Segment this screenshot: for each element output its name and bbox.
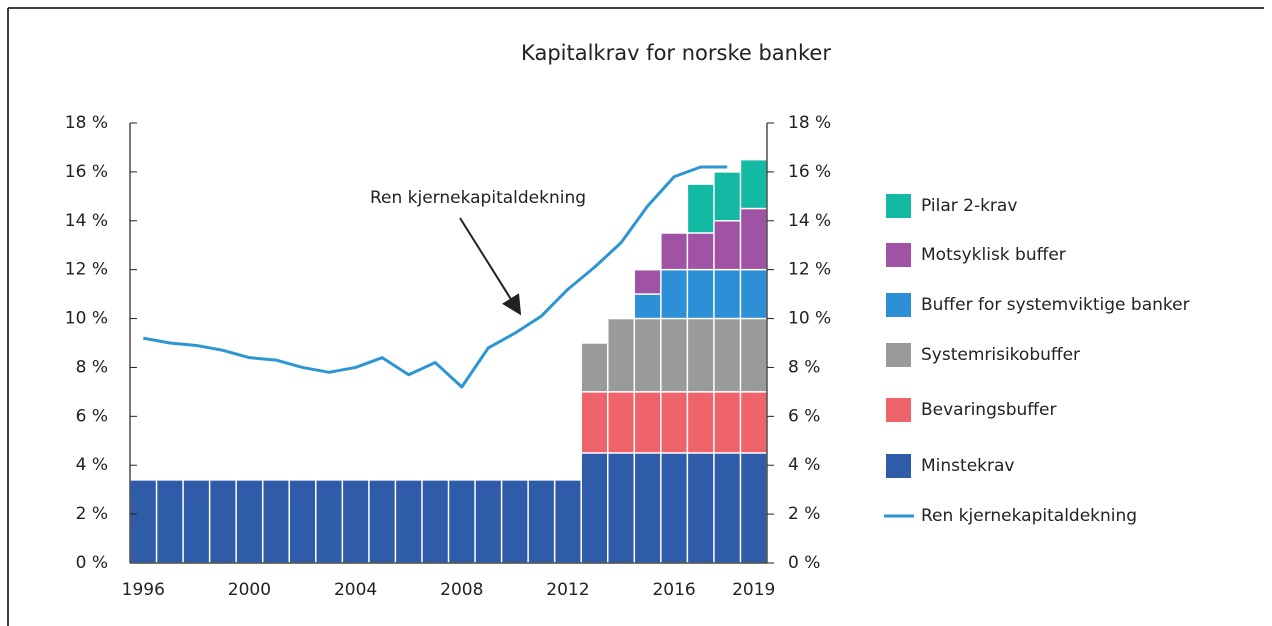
bar (210, 480, 236, 563)
line (142, 165, 728, 389)
y-tick-label: 14 % (65, 211, 108, 231)
bar (661, 453, 687, 563)
legend-swatch (886, 293, 911, 317)
annotation-arrow (459, 217, 522, 316)
y2-tick-label: 16 % (788, 162, 831, 182)
legend-label: Buffer for systemviktige banker (921, 295, 1190, 315)
bar (741, 319, 767, 392)
bar (290, 480, 316, 563)
bar (396, 480, 422, 563)
bar (581, 453, 607, 563)
legend-swatch (886, 194, 911, 218)
legend-swatch (886, 343, 911, 367)
y2-tick-label: 0 % (788, 553, 820, 573)
x-tick-label: 2004 (334, 580, 377, 600)
legend-label: Motsyklisk buffer (921, 245, 1066, 265)
legend-label: Minstekrav (921, 456, 1014, 476)
bar (130, 480, 156, 563)
x-tick-label: 2016 (652, 580, 695, 600)
bar (741, 270, 767, 318)
bar (741, 160, 767, 208)
bar (236, 480, 262, 563)
y-tick-label: 4 % (76, 455, 108, 475)
legend-label: Bevaringsbuffer (921, 400, 1056, 420)
y2-tick-label: 14 % (788, 211, 831, 231)
y-tick-label: 12 % (65, 260, 108, 280)
bar (661, 270, 687, 318)
y-tick-label: 18 % (65, 113, 108, 133)
bar (475, 480, 501, 563)
y2-tick-label: 6 % (788, 406, 820, 426)
bar (661, 392, 687, 453)
bar (555, 480, 581, 563)
bar (688, 453, 714, 563)
y-tick-label: 8 % (76, 357, 108, 377)
bar (581, 392, 607, 453)
bar (688, 270, 714, 318)
bar (528, 480, 554, 563)
x-tick-label: 2019 (732, 580, 775, 600)
bar (714, 172, 740, 221)
bar (741, 209, 767, 269)
bar (581, 343, 607, 392)
bar (688, 184, 714, 233)
y2-tick-label: 10 % (788, 309, 831, 329)
bar (661, 233, 687, 269)
bar (714, 392, 740, 453)
legend-swatch (886, 398, 911, 422)
y-tick-label: 6 % (76, 406, 108, 426)
x-tick-label: 2000 (228, 580, 271, 600)
bar (635, 392, 661, 453)
bar (316, 480, 342, 563)
bar (688, 392, 714, 453)
bar (263, 480, 289, 563)
y-tick-label: 0 % (76, 553, 108, 573)
bar (502, 480, 528, 563)
legend-swatch (886, 243, 911, 267)
x-tick-label: 2008 (440, 580, 483, 600)
bar (741, 453, 767, 563)
bar (714, 453, 740, 563)
bar (343, 480, 369, 563)
legend-label: Systemrisikobuffer (921, 345, 1080, 365)
x-tick-label: 2012 (546, 580, 589, 600)
legend-swatch (886, 454, 911, 478)
bar (183, 480, 209, 563)
bar (714, 319, 740, 392)
legend-label: Pilar 2-krav (921, 196, 1017, 216)
bar (608, 453, 634, 563)
bar (635, 294, 661, 318)
bar (635, 453, 661, 563)
x-tick-label: 1996 (122, 580, 165, 600)
bar (608, 392, 634, 453)
legend-label: Ren kjernekapitaldekning (921, 506, 1137, 526)
bar (422, 480, 448, 563)
bar (608, 319, 634, 392)
y-tick-label: 2 % (76, 504, 108, 524)
y2-tick-label: 18 % (788, 113, 831, 133)
y-tick-label: 16 % (65, 162, 108, 182)
bar (688, 233, 714, 269)
bar (714, 270, 740, 318)
bar (635, 319, 661, 392)
bar (741, 392, 767, 453)
bar (369, 480, 395, 563)
y2-tick-label: 12 % (788, 260, 831, 280)
bar (714, 221, 740, 269)
annotation: Ren kjernekapitaldekning (370, 188, 586, 208)
y2-tick-label: 8 % (788, 357, 820, 377)
bar (688, 319, 714, 392)
bar (449, 480, 475, 563)
y2-tick-label: 4 % (788, 455, 820, 475)
bar (635, 270, 661, 294)
bar (157, 480, 183, 563)
bar (661, 319, 687, 392)
chart-title: Kapitalkrav for norske banker (521, 41, 831, 65)
y2-tick-label: 2 % (788, 504, 820, 524)
y-tick-label: 10 % (65, 309, 108, 329)
